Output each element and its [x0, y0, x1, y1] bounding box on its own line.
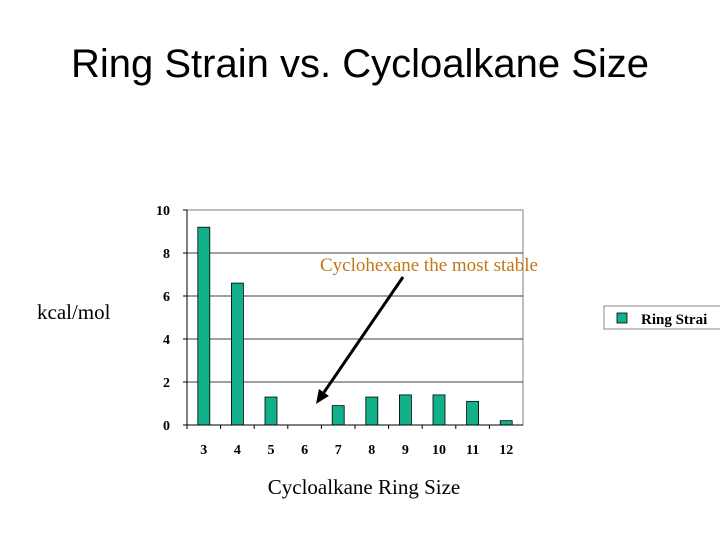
- legend-label: Ring Strai: [641, 312, 707, 328]
- bar-3: [197, 226, 211, 426]
- x-tick-label: 6: [301, 443, 308, 458]
- bar-12: [499, 420, 513, 426]
- y-tick-label: 0: [163, 419, 170, 434]
- y-tick-label: 8: [163, 247, 170, 262]
- annotation-text: Cyclohexane the most stable: [320, 255, 538, 276]
- legend-box: [603, 305, 720, 330]
- legend: Ring Strai: [603, 305, 720, 330]
- legend-swatch: [616, 312, 628, 324]
- x-tick-label: 3: [200, 443, 207, 458]
- x-tick-label: 11: [466, 443, 479, 458]
- arrow-head: [316, 389, 329, 404]
- bar-9: [398, 394, 412, 426]
- y-tick-label: 10: [156, 204, 170, 219]
- x-tick-label: 12: [499, 443, 513, 458]
- y-tick-label: 6: [163, 290, 170, 305]
- y-tick-label: 4: [163, 333, 170, 348]
- bar-10: [432, 394, 446, 426]
- x-tick-label: 10: [432, 443, 446, 458]
- slide-title: Ring Strain vs. Cycloalkane Size: [70, 42, 650, 86]
- bar-7: [331, 405, 345, 426]
- annotation-arrow: [322, 276, 405, 394]
- bar-8: [365, 396, 379, 426]
- bar-4: [230, 282, 244, 426]
- x-tick-label: 7: [335, 443, 342, 458]
- x-tick-label: 4: [234, 443, 241, 458]
- x-tick-label: 5: [268, 443, 275, 458]
- y-axis-label: kcal/mol: [37, 300, 111, 324]
- y-tick-label: 2: [163, 376, 170, 391]
- bar-5: [264, 396, 278, 426]
- bar-11: [466, 400, 480, 426]
- x-axis-label: Cycloalkane Ring Size: [267, 475, 461, 499]
- x-tick-label: 8: [368, 443, 375, 458]
- x-tick-label: 9: [402, 443, 409, 458]
